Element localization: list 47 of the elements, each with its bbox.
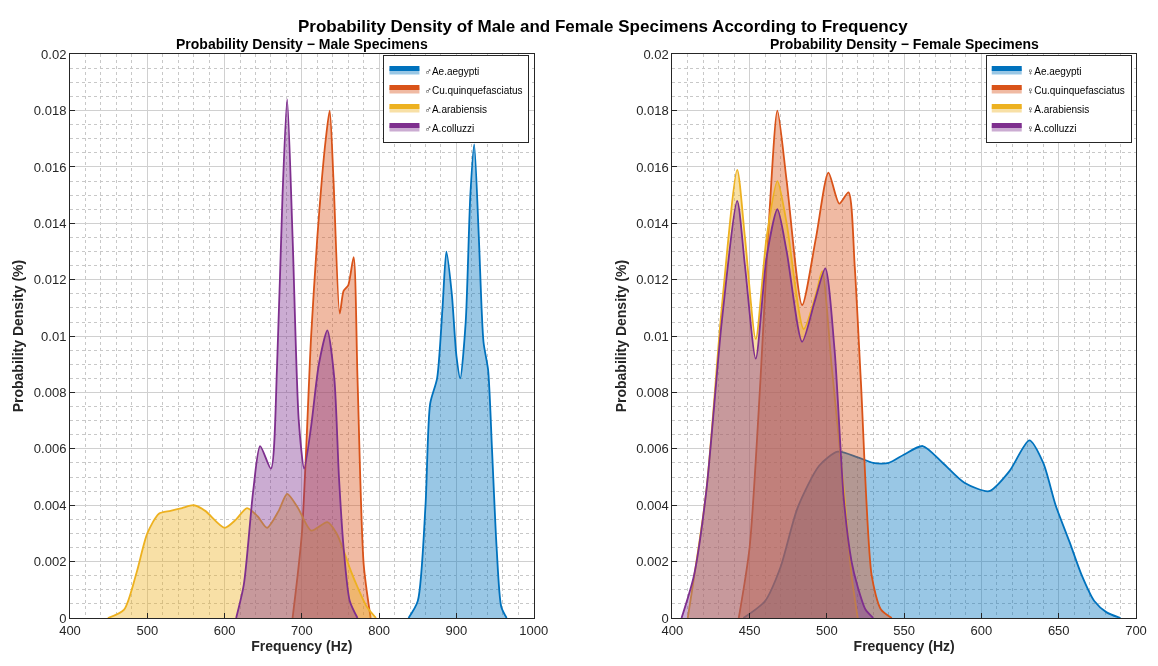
y-tick-label: 0.014 — [636, 215, 669, 231]
y-tick-label: 0.014 — [33, 215, 67, 231]
x-tick-label: 800 — [368, 622, 390, 638]
x-tick-label: 900 — [445, 622, 468, 638]
y-tick-label: 0.016 — [636, 159, 669, 175]
legend-label: ♀A.colluzzi — [1026, 122, 1077, 134]
x-tick-label: 600 — [970, 622, 993, 638]
legend-label: ♂A.colluzzi — [424, 122, 475, 134]
legend-label: ♂Cu.quinquefasciatus — [424, 84, 523, 96]
y-tick-label: 0.012 — [33, 272, 67, 288]
x-tick-label: 600 — [213, 622, 236, 638]
legend-label: ♀Ae.aegypti — [1026, 65, 1082, 77]
y-tick-label: 0.002 — [636, 554, 669, 570]
legend-label: ♀Cu.quinquefasciatus — [1026, 84, 1125, 96]
x-tick-label: 1000 — [519, 622, 549, 638]
x-tick-label: 550 — [893, 622, 915, 638]
x-tick-label: 650 — [1047, 622, 1070, 638]
x-tick-label: 500 — [816, 622, 838, 638]
y-axis-title: Probability Density (%) — [10, 259, 27, 413]
y-tick-label: 0.02 — [41, 46, 67, 62]
y-tick-label: 0.01 — [41, 328, 67, 344]
y-tick-label: 0.002 — [33, 554, 67, 570]
y-tick-label: 0.018 — [636, 103, 669, 119]
y-tick-label: 0.016 — [33, 159, 67, 175]
legend-label: ♂A.arabiensis — [424, 103, 487, 115]
y-tick-label: 0.004 — [636, 497, 669, 513]
x-axis-title: Frequency (Hz) — [251, 637, 353, 654]
y-tick-label: 0.008 — [636, 385, 669, 401]
text: Probability Density of Male and Female Specimens According to Frequency — [298, 17, 909, 36]
y-tick-label: 0.006 — [636, 441, 669, 457]
y-tick-label: 0.008 — [33, 385, 67, 401]
y-tick-label: 0.006 — [33, 441, 67, 457]
y-tick-label: 0.004 — [33, 497, 67, 513]
x-tick-label: 450 — [738, 622, 761, 638]
y-tick-label: 0.01 — [643, 328, 669, 344]
legend-label: ♀A.arabiensis — [1026, 103, 1090, 115]
chart-title: Probability Density − Male Specimens — [176, 36, 428, 52]
x-tick-label: 700 — [1125, 622, 1147, 638]
x-axis-title: Frequency (Hz) — [853, 637, 955, 654]
y-tick-label: 0.02 — [643, 46, 669, 62]
y-tick-label: 0.018 — [33, 103, 67, 119]
y-axis-title: Probability Density (%) — [612, 259, 629, 413]
x-tick-label: 500 — [136, 622, 159, 638]
x-tick-label: 700 — [291, 622, 313, 638]
y-tick-label: 0.012 — [636, 272, 669, 288]
chart-title: Probability Density − Female Specimens — [770, 36, 1040, 52]
legend-label: ♂Ae.aegypti — [424, 65, 480, 77]
